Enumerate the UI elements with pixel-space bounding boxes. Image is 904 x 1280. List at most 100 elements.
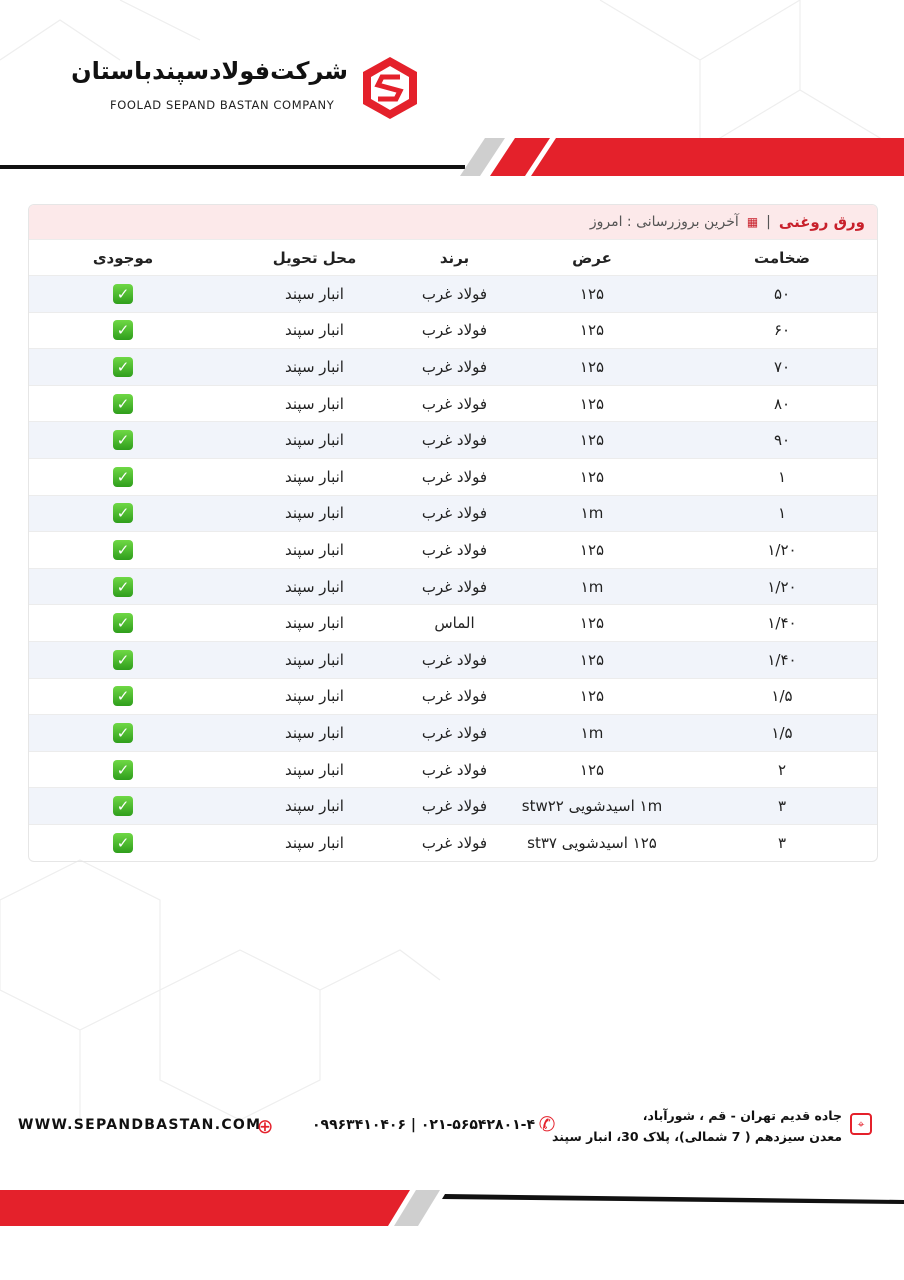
cell-thickness: ۱ [777,467,787,486]
cell-brand: فولاد غرب [421,431,488,450]
in-stock-check-icon: ✓ [113,722,133,743]
cell-width: ۱m [580,723,604,742]
table-row: ۳ ۱m اسیدشویی stw۲۲ فولاد غرب انبار سپند ✓ [29,787,877,824]
cell-stock: ✓ [29,832,217,853]
table-row: ۵۰ ۱۲۵ فولاد غرب انبار سپند ✓ [29,275,877,312]
cell-thickness: ۱/۲۰ [767,540,797,559]
cell-stock: ✓ [29,393,217,414]
cell-location: انبار سپند [285,467,344,486]
price-table: ورق روغنی | ▦ آخرین بروزرسانی : امروز ضخ… [28,204,878,862]
table-row: ۷۰ ۱۲۵ فولاد غرب انبار سپند ✓ [29,348,877,385]
table-row: ۳ ۱۲۵ اسیدشویی st۳۷ فولاد غرب انبار سپند ✓ [29,823,877,861]
table-title-bar: ورق روغنی | ▦ آخرین بروزرسانی : امروز [29,205,877,239]
cell-brand: فولاد غرب [421,797,488,816]
cell-stock: ✓ [29,722,217,743]
in-stock-check-icon: ✓ [113,356,133,377]
cell-thickness: ۱/۵ [771,723,793,742]
cell-thickness: ۲ [777,760,787,779]
in-stock-check-icon: ✓ [113,649,133,670]
company-name-fa: شرکت‌فولادسپندباستان [71,57,348,85]
cell-location: انبار سپند [285,577,344,596]
header-location: محل تحویل [272,248,357,267]
cell-width: ۱۲۵ [579,614,605,633]
cell-stock: ✓ [29,320,217,341]
cell-brand: فولاد غرب [421,650,488,669]
cell-brand: فولاد غرب [421,687,488,706]
cell-location: انبار سپند [285,723,344,742]
title-separator: | [766,214,771,230]
cell-brand: فولاد غرب [421,504,488,523]
cell-thickness: ۱ [777,504,787,523]
header-thickness: ضخامت [753,248,811,267]
in-stock-check-icon: ✓ [113,686,133,707]
in-stock-check-icon: ✓ [113,796,133,817]
table-row: ۸۰ ۱۲۵ فولاد غرب انبار سپند ✓ [29,384,877,422]
cell-location: انبار سپند [285,504,344,523]
cell-width: ۱۲۵ [579,467,605,486]
table-title: ورق روغنی [778,213,865,231]
company-name-en: FOOLAD SEPAND BASTAN COMPANY [110,98,335,112]
in-stock-check-icon: ✓ [113,466,133,487]
cell-width: ۱m [580,504,604,523]
cell-brand: فولاد غرب [421,833,488,852]
in-stock-check-icon: ✓ [113,393,133,414]
cell-stock: ✓ [29,759,217,780]
cell-thickness: ۸۰ [773,394,791,413]
table-row: ۱/۵ ۱۲۵ فولاد غرب انبار سپند ✓ [29,677,877,715]
cell-width: ۱۲۵ [579,321,605,340]
table-row: ۹۰ ۱۲۵ فولاد غرب انبار سپند ✓ [29,421,877,458]
table-row: ۱ ۱m فولاد غرب انبار سپند ✓ [29,494,877,532]
cell-thickness: ۱/۲۰ [767,577,797,596]
cell-stock: ✓ [29,613,217,634]
website-link[interactable]: WWW.SEPANDBASTAN.COM [18,1117,262,1133]
phone-icon: ✆ [538,1112,556,1136]
cell-location: انبار سپند [285,614,344,633]
header-stock: موجودی [92,248,154,267]
cell-width: ۱۲۵ [579,394,605,413]
cell-brand: فولاد غرب [421,760,488,779]
cell-location: انبار سپند [285,394,344,413]
cell-location: انبار سپند [285,321,344,340]
header-brand: برند [439,248,470,267]
header-width: عرض [572,248,612,267]
cell-thickness: ۷۰ [773,357,791,376]
cell-stock: ✓ [29,649,217,670]
in-stock-check-icon: ✓ [113,430,133,451]
cell-brand: فولاد غرب [421,284,488,303]
cell-location: انبار سپند [285,540,344,559]
cell-brand: فولاد غرب [421,467,488,486]
cell-stock: ✓ [29,503,217,524]
cell-width: ۱۲۵ [579,760,605,779]
in-stock-check-icon: ✓ [113,759,133,780]
cell-location: انبار سپند [285,650,344,669]
table-row: ۱/۲۰ ۱m فولاد غرب انبار سپند ✓ [29,567,877,605]
cell-thickness: ۱/۴۰ [767,650,797,669]
cell-location: انبار سپند [285,833,344,852]
cell-brand: فولاد غرب [421,394,488,413]
cell-thickness: ۳ [777,833,787,852]
cell-brand: فولاد غرب [421,723,488,742]
cell-stock: ✓ [29,796,217,817]
cell-location: انبار سپند [285,797,344,816]
cell-thickness: ۱/۵ [771,687,793,706]
globe-search-icon: ⊕ [256,1114,274,1138]
cell-width: ۱۲۵ [579,650,605,669]
cell-brand: الماس [434,614,475,633]
table-row: ۱/۵ ۱m فولاد غرب انبار سپند ✓ [29,714,877,751]
cell-thickness: ۵۰ [773,284,791,303]
cell-location: انبار سپند [285,284,344,303]
cell-stock: ✓ [29,576,217,597]
in-stock-check-icon: ✓ [113,613,133,634]
cell-width: ۱m [580,577,604,596]
cell-location: انبار سپند [285,760,344,779]
in-stock-check-icon: ✓ [113,832,133,853]
in-stock-check-icon: ✓ [113,283,133,304]
table-row: ۱/۲۰ ۱۲۵ فولاد غرب انبار سپند ✓ [29,531,877,568]
calendar-icon: ▦ [746,215,759,229]
footer: WWW.SEPANDBASTAN.COM ⊕ ۰۹۹۶۳۴۱۰۴۰۶ | ۰۲۱… [0,1105,904,1145]
table-row: ۱/۴۰ ۱۲۵ الماس انبار سپند ✓ [29,604,877,641]
table-row: ۶۰ ۱۲۵ فولاد غرب انبار سپند ✓ [29,311,877,349]
cell-thickness: ۱/۴۰ [767,614,797,633]
